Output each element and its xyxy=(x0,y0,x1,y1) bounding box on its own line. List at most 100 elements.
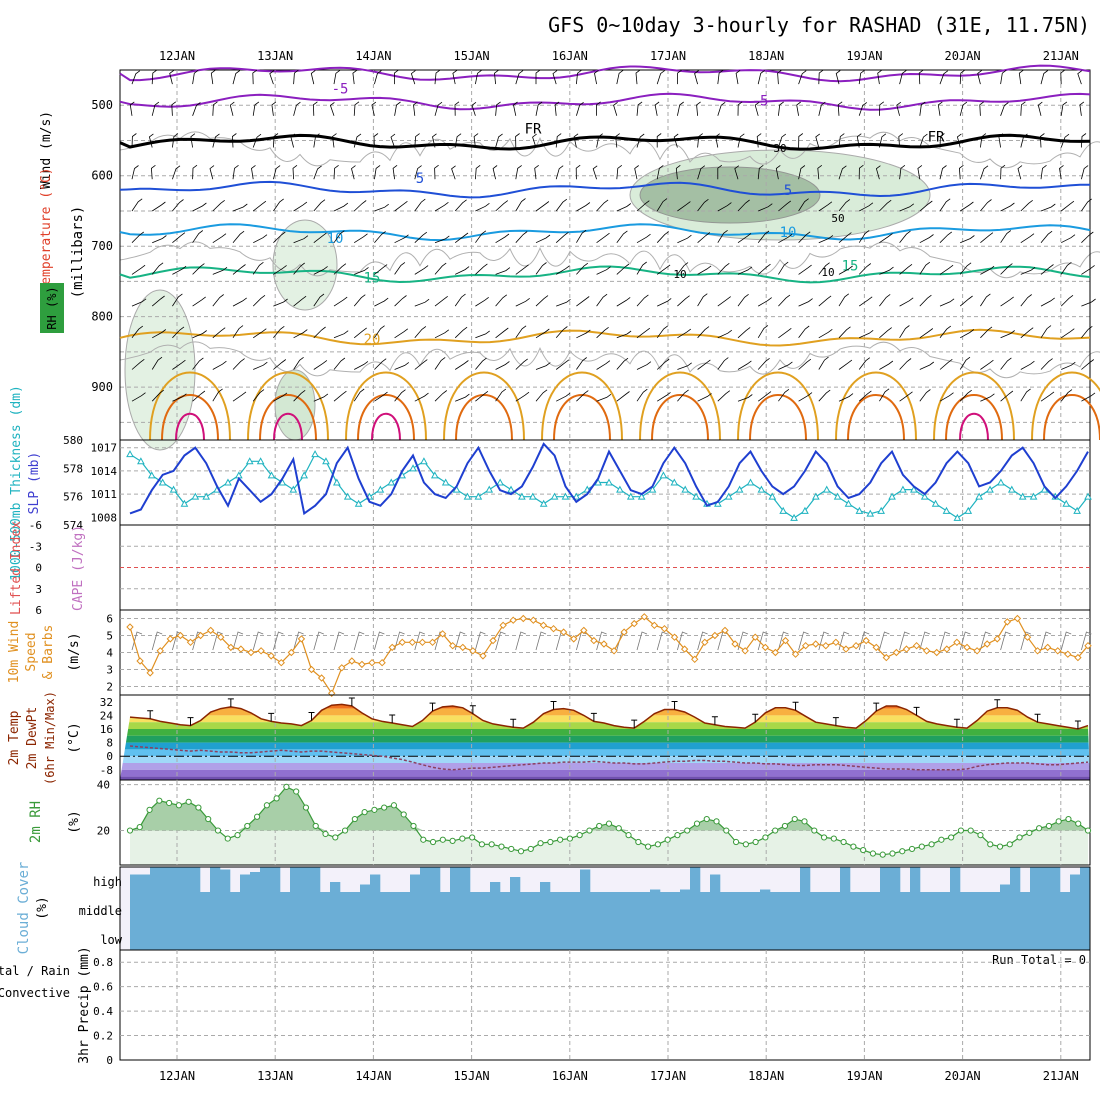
minmax-marker xyxy=(187,717,194,726)
temperature-contour xyxy=(119,328,1091,347)
wind-barb xyxy=(232,358,245,370)
wind-barb xyxy=(838,133,845,148)
wind-barb xyxy=(616,330,632,339)
thickness-marker xyxy=(289,485,298,493)
temperature-contour-label: FR xyxy=(928,130,945,146)
wind-barb xyxy=(576,357,587,370)
wind-barb xyxy=(556,298,571,307)
thickness-marker xyxy=(648,485,657,493)
wind-barb xyxy=(919,261,931,275)
thickness-marker xyxy=(1084,492,1092,500)
wind-barb xyxy=(353,327,367,339)
cloud-level-label: high xyxy=(93,875,122,889)
wind-speed-marker xyxy=(176,631,185,640)
wind-barb xyxy=(636,200,650,212)
wind-barb xyxy=(515,391,530,402)
thickness-marker xyxy=(1029,492,1038,500)
wind-barb xyxy=(313,360,328,370)
rh-marker xyxy=(1055,818,1062,825)
wind-barb xyxy=(717,164,723,180)
rh-marker xyxy=(1016,834,1023,841)
rh-marker xyxy=(429,838,437,846)
wind-barb-10m xyxy=(273,631,284,651)
cloud-high-bar xyxy=(1030,867,1041,892)
wind-barb xyxy=(778,294,791,307)
wind-barb xyxy=(151,356,163,370)
thickness-marker xyxy=(528,492,537,500)
minmax-marker xyxy=(832,717,839,726)
wind-barb xyxy=(778,233,793,244)
minmax-marker xyxy=(147,710,154,719)
wind-speed-marker xyxy=(852,641,860,650)
wind-barb xyxy=(877,69,882,85)
wind-speed-marker xyxy=(418,638,427,647)
wind-barb xyxy=(777,69,782,85)
rh-marker xyxy=(801,818,808,825)
wind-barb xyxy=(879,101,885,116)
rh-marker xyxy=(420,836,427,843)
temperature-contour xyxy=(175,412,205,441)
temp-band xyxy=(120,715,1090,723)
cloud-high-bar xyxy=(180,867,191,892)
wind-barb xyxy=(879,294,891,307)
wind-barb xyxy=(394,295,407,307)
cloud-high-bar xyxy=(140,874,151,892)
wind-barb xyxy=(979,101,985,116)
wind-barb xyxy=(778,327,792,339)
wind-barb xyxy=(717,69,724,85)
thickness-marker xyxy=(202,492,211,500)
wind-barb xyxy=(656,358,670,370)
wind-barb xyxy=(354,361,369,370)
temp2m-line xyxy=(129,703,1089,730)
wind-barb xyxy=(454,199,467,212)
wind-barb xyxy=(576,69,582,85)
wind-barb xyxy=(515,358,528,370)
wind-barb xyxy=(939,165,947,180)
wind-barb xyxy=(172,232,186,244)
wind-barb xyxy=(798,165,806,180)
cloud-high-bar xyxy=(160,867,171,892)
rh-marker xyxy=(967,827,974,834)
wind-speed-marker xyxy=(277,658,285,667)
wind-barb xyxy=(475,330,490,339)
wind-barb-10m xyxy=(1060,631,1072,651)
top-date-label: 20JAN xyxy=(945,49,981,63)
wind-barb xyxy=(757,297,772,307)
wind-barb-10m xyxy=(151,631,163,651)
wind-barb xyxy=(737,293,749,307)
wind-barb xyxy=(151,201,166,212)
wind-barb xyxy=(232,164,239,180)
minmax-marker xyxy=(711,716,718,725)
wind-speed-marker xyxy=(136,657,144,665)
wind-barb xyxy=(919,328,934,339)
thickness-marker xyxy=(605,478,613,486)
wind-barb xyxy=(899,391,913,402)
wind-speed-marker xyxy=(812,640,820,648)
rh-marker xyxy=(498,843,505,850)
slp-tick-label: 1014 xyxy=(91,465,118,478)
wind-barb xyxy=(495,267,511,275)
wind-barb xyxy=(131,198,143,212)
temperature-contour xyxy=(357,394,415,441)
wind-barb xyxy=(273,165,281,180)
rh-marker xyxy=(156,797,163,804)
rh-marker xyxy=(136,823,143,831)
wind-barb xyxy=(290,133,296,148)
wind-barb xyxy=(697,326,710,339)
wind-barb xyxy=(129,101,135,116)
wind-barb xyxy=(775,165,781,180)
thickness-marker xyxy=(866,509,875,517)
wind-barb xyxy=(939,133,945,148)
cloud-high-bar xyxy=(220,869,231,892)
rh-contour-label: 50 xyxy=(831,212,844,225)
wind-barb xyxy=(192,330,207,339)
wind-barb xyxy=(495,133,503,148)
temperature-contour xyxy=(945,394,1003,441)
wind-barb xyxy=(414,265,429,275)
wind-barb-10m xyxy=(737,631,749,651)
wind-barb xyxy=(495,233,510,244)
rh-marker xyxy=(224,835,231,842)
thickness-marker xyxy=(137,457,145,465)
wind-barb xyxy=(414,298,430,307)
rh-marker xyxy=(772,827,779,834)
